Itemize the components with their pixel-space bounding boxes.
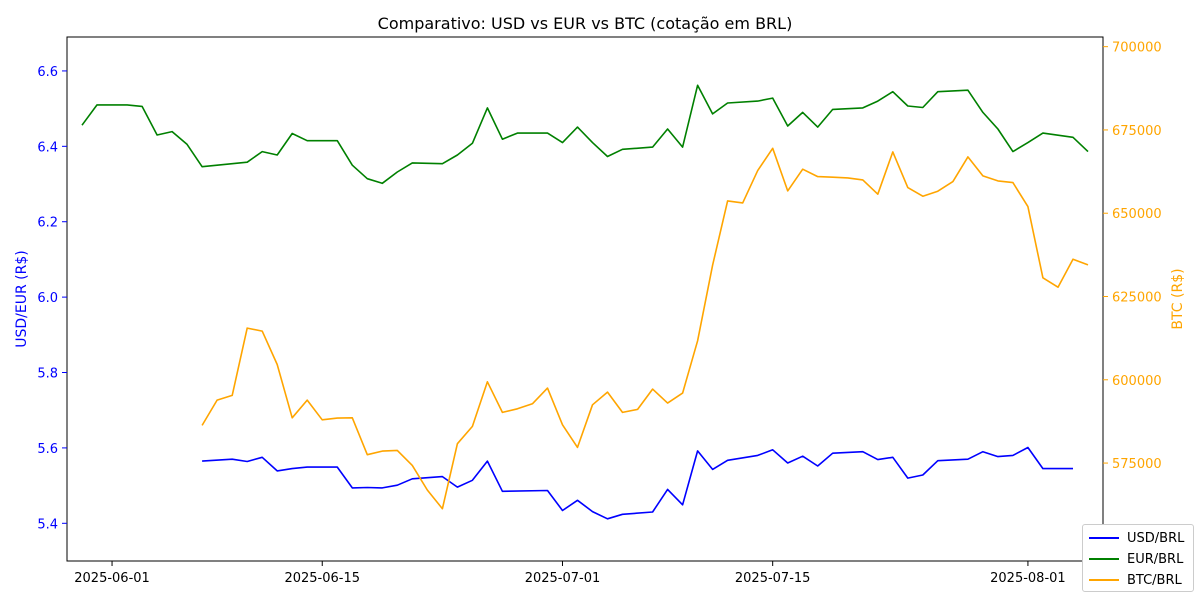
x-tick-label: 2025-07-15 — [735, 571, 811, 586]
y-tick-label: 5.4 — [37, 517, 58, 532]
legend-label-usd: USD/BRL — [1127, 530, 1185, 546]
x-tick-label: 2025-06-01 — [74, 571, 150, 586]
y-tick-label: 6.6 — [37, 65, 58, 80]
x-tick-label: 2025-07-01 — [525, 571, 601, 586]
legend-item-eur: EUR/BRL — [1089, 549, 1183, 569]
y2-tick-label: 650000 — [1112, 207, 1162, 222]
series-line-2 — [201, 147, 1089, 510]
y-axis-left: 5.4 5.6 5.8 6.0 6.2 6.4 6.6 — [37, 65, 67, 532]
y2-tick-label: 675000 — [1112, 124, 1162, 139]
series-line-0 — [202, 446, 1073, 520]
legend-label-btc: BTC/BRL — [1127, 572, 1182, 588]
chart-title: Comparativo: USD vs EUR vs BTC (cotação … — [378, 14, 793, 33]
legend-item-btc: BTC/BRL — [1089, 570, 1182, 590]
x-tick-label: 2025-06-15 — [284, 571, 360, 586]
legend-item-usd: USD/BRL — [1089, 528, 1184, 548]
y-tick-label: 6.0 — [37, 291, 58, 306]
series-layer — [81, 84, 1089, 520]
y-axis-left-label: USD/EUR (R$) — [14, 250, 30, 347]
y2-tick-label: 600000 — [1112, 374, 1162, 389]
x-tick-label: 2025-08-01 — [990, 571, 1066, 586]
x-axis: 2025-06-01 2025-06-15 2025-07-01 2025-07-15… — [74, 561, 1066, 586]
y-tick-label: 5.6 — [37, 442, 58, 457]
y2-tick-label: 700000 — [1112, 41, 1162, 56]
y-axis-right: 5500005750006000006250006500006750007000… — [1103, 41, 1162, 555]
legend-swatch-btc — [1089, 579, 1119, 581]
y-tick-label: 6.4 — [37, 140, 58, 155]
legend-label-eur: EUR/BRL — [1127, 551, 1184, 567]
y2-tick-label: 575000 — [1112, 457, 1162, 472]
series-line-1 — [81, 84, 1089, 185]
y2-tick-label: 625000 — [1112, 291, 1162, 306]
plot-frame — [66, 36, 1104, 562]
y-tick-label: 5.8 — [37, 367, 58, 382]
legend-swatch-eur — [1089, 558, 1119, 560]
legend: USD/BRL EUR/BRL BTC/BRL — [1082, 524, 1194, 592]
y-axis-right-label: BTC (R$) — [1170, 268, 1186, 329]
legend-swatch-usd — [1089, 537, 1119, 539]
y-tick-label: 6.2 — [37, 216, 58, 231]
